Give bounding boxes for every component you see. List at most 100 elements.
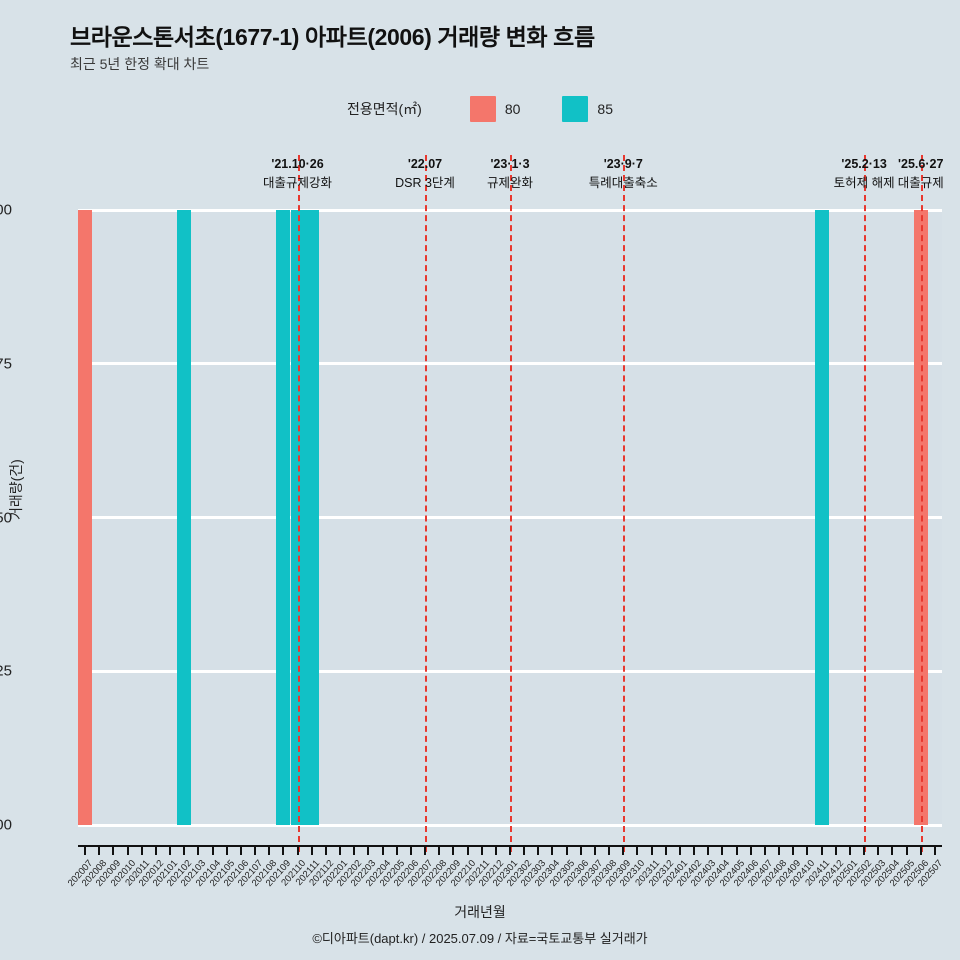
x-axis-tick bbox=[551, 845, 554, 855]
x-axis-tick bbox=[154, 845, 157, 855]
x-axis-tick bbox=[268, 845, 271, 855]
x-axis-tick bbox=[480, 845, 483, 855]
x-axis-tick bbox=[919, 845, 922, 855]
annotation-text: 특례대출축소 bbox=[588, 176, 658, 191]
annotation-label-202309: '23·9·7 특례대출축소 bbox=[589, 155, 658, 194]
plot-area bbox=[78, 155, 942, 852]
legend: 전용면적(㎡) 80 85 bbox=[0, 96, 960, 122]
x-axis-tick bbox=[763, 845, 766, 855]
annotation-text: DSR 3단계 bbox=[395, 176, 455, 191]
x-axis-tick bbox=[452, 845, 455, 855]
x-axis-tick bbox=[707, 845, 710, 855]
x-axis-tick bbox=[183, 845, 186, 855]
legend-swatch-80-icon bbox=[469, 96, 496, 122]
x-axis-tick bbox=[650, 845, 653, 855]
bar-85-202109[interactable] bbox=[276, 210, 291, 825]
x-axis-tick bbox=[296, 845, 299, 855]
annotation-date: '25.6·27 bbox=[898, 157, 944, 171]
annotation-text: 대출규제 bbox=[897, 176, 944, 191]
x-axis-tick bbox=[579, 845, 582, 855]
page-title: 브라운스톤서초(1677-1) 아파트(2006) 거래량 변화 흐름 bbox=[70, 24, 595, 50]
x-axis-tick bbox=[678, 845, 681, 855]
x-axis-tick bbox=[664, 845, 667, 855]
legend-item-80[interactable]: 80 bbox=[469, 96, 520, 122]
annotation-line-202110 bbox=[297, 155, 300, 852]
y-axis-tick-label: 0.50 bbox=[0, 509, 12, 526]
x-axis-tick bbox=[820, 845, 823, 855]
annotation-line-202502 bbox=[864, 155, 867, 852]
x-axis-tick bbox=[834, 845, 837, 855]
x-axis-tick bbox=[792, 845, 795, 855]
x-axis-tick bbox=[933, 845, 936, 855]
legend-item-85[interactable]: 85 bbox=[562, 96, 613, 122]
bar-80-202007[interactable] bbox=[78, 210, 93, 825]
x-axis-tick bbox=[848, 845, 851, 855]
x-axis-tick bbox=[565, 845, 568, 855]
footer-credit: ©디아파트(dapt.kr) / 2025.07.09 / 자료=국토교통부 실… bbox=[312, 931, 648, 946]
x-axis-tick bbox=[353, 845, 356, 855]
x-axis-tick bbox=[367, 845, 370, 855]
x-axis-tick bbox=[409, 845, 412, 855]
x-axis-tick bbox=[636, 845, 639, 855]
y-axis-tick-label: 1.00 bbox=[0, 201, 12, 219]
annotation-line-202301 bbox=[510, 155, 512, 852]
x-axis-tick bbox=[282, 845, 285, 855]
x-axis-tick bbox=[169, 845, 172, 855]
x-axis-tick bbox=[197, 845, 200, 855]
y-axis-tick-label: 0.25 bbox=[0, 662, 12, 680]
annotation-label-202207: '22.07 DSR 3단계 bbox=[395, 155, 455, 194]
x-axis-tick bbox=[806, 845, 809, 855]
x-axis-tick bbox=[254, 845, 257, 855]
x-axis-tick bbox=[84, 845, 87, 855]
x-axis-tick bbox=[126, 845, 129, 855]
x-axis-tick bbox=[438, 845, 441, 855]
x-axis-tick bbox=[693, 845, 696, 855]
annotation-date: '21.10·26 bbox=[271, 157, 324, 171]
x-axis-tick bbox=[211, 845, 214, 855]
annotation-label-202506: '25.6·27 대출규제 bbox=[898, 155, 944, 194]
x-axis-tick bbox=[593, 845, 596, 855]
x-axis-tick bbox=[537, 845, 540, 855]
x-axis-tick bbox=[749, 845, 752, 855]
legend-swatch-85-icon bbox=[562, 96, 589, 122]
x-axis-tick bbox=[381, 845, 384, 855]
annotation-date: '25.2·13 bbox=[841, 157, 887, 171]
x-axis-tick bbox=[310, 845, 313, 855]
x-axis-tick bbox=[225, 845, 228, 855]
annotation-date: '22.07 bbox=[407, 157, 443, 171]
x-axis-tick bbox=[608, 845, 611, 855]
x-axis-tick bbox=[140, 845, 143, 855]
annotation-line-202309 bbox=[623, 155, 626, 852]
x-axis-tick bbox=[339, 845, 342, 855]
bar-85-202111[interactable] bbox=[304, 210, 319, 825]
page-subtitle: 최근 5년 한정 확대 차트 bbox=[70, 56, 210, 72]
annotation-text: 규제완화 bbox=[486, 176, 534, 191]
annotation-line-202506 bbox=[920, 155, 923, 852]
bar-85-202411[interactable] bbox=[814, 210, 829, 825]
x-axis-tick bbox=[112, 845, 115, 855]
annotation-line-202207 bbox=[425, 155, 428, 852]
annotation-label-202301: '23·1·3 규제완화 bbox=[487, 155, 533, 194]
x-axis-title: 거래년월 bbox=[454, 904, 506, 920]
x-axis-tick bbox=[877, 845, 880, 855]
x-axis-tick bbox=[424, 845, 427, 855]
x-axis-tick bbox=[622, 845, 625, 855]
x-axis-tick bbox=[905, 845, 908, 855]
legend-title: 전용면적(㎡) bbox=[346, 101, 422, 117]
annotation-date: '23·1·3 bbox=[490, 157, 530, 171]
x-axis-tick bbox=[395, 845, 398, 855]
y-axis-tick-label: 0.75 bbox=[0, 355, 12, 373]
x-axis-tick bbox=[891, 845, 894, 855]
x-axis-tick bbox=[98, 845, 101, 855]
x-axis-tick bbox=[778, 845, 781, 855]
x-axis-tick bbox=[324, 845, 327, 855]
annotation-label-202110: '21.10·26 대출규제강화 bbox=[263, 155, 332, 194]
annotation-label-202502: '25.2·13 토허제 해제 bbox=[834, 155, 895, 194]
bar-85-202102[interactable] bbox=[177, 210, 192, 825]
x-axis-tick bbox=[721, 845, 724, 855]
annotation-text: 대출규제강화 bbox=[263, 176, 333, 191]
x-axis-tick bbox=[735, 845, 738, 855]
annotation-text: 토허제 해제 bbox=[833, 176, 895, 191]
annotation-date: '23·9·7 bbox=[603, 157, 643, 171]
